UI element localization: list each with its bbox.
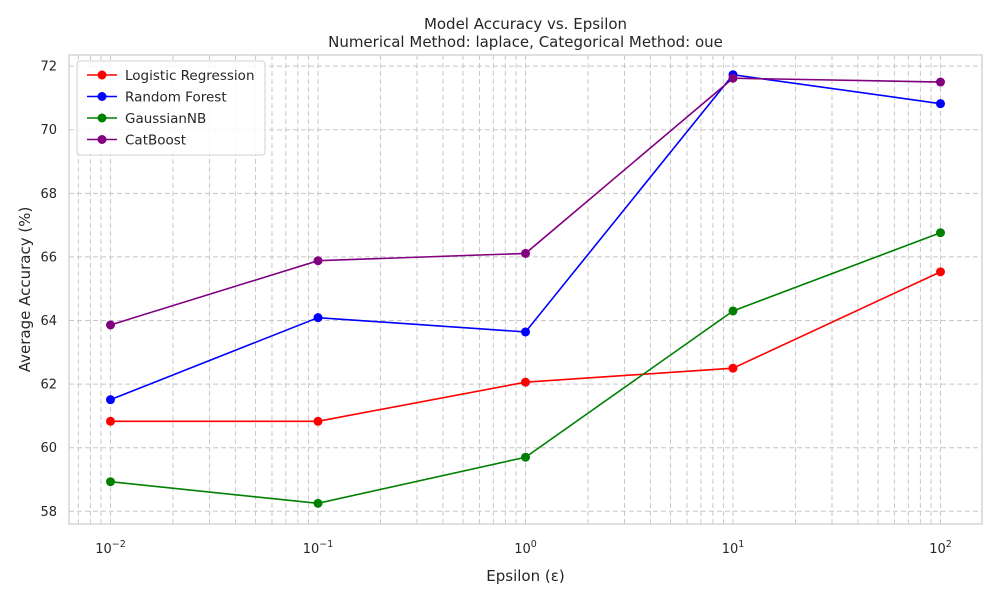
legend-label-random-forest: Random Forest (125, 90, 227, 106)
series-layer (106, 70, 945, 508)
legend-swatch-marker-logistic-regression (97, 70, 107, 80)
legend: Logistic Regression Random Forest Gaussian… (76, 60, 266, 156)
data-point-gaussiannb (521, 452, 530, 462)
data-point-random-forest (936, 99, 945, 109)
data-point-catboost (106, 320, 115, 330)
data-point-gaussiannb (313, 498, 323, 508)
y-tick-label: 58 (40, 505, 57, 520)
data-point-catboost (521, 248, 530, 258)
data-point-logistic-regression (313, 416, 323, 426)
x-tick-label: 10−2 (95, 539, 126, 557)
grid (69, 55, 982, 524)
data-point-logistic-regression (728, 363, 738, 373)
legend-label-logistic-regression: Logistic Regression (125, 68, 255, 84)
data-point-catboost (728, 73, 738, 83)
plot-area-frame (68, 54, 983, 525)
y-tick-label: 72 (40, 60, 57, 75)
data-point-gaussiannb (936, 228, 945, 238)
x-tick-label: 102 (929, 539, 952, 557)
data-point-random-forest (521, 327, 530, 337)
y-axis-label: Average Accuracy (%) (16, 207, 34, 373)
data-point-gaussiannb (728, 306, 738, 316)
y-tick-label: 64 (40, 314, 57, 329)
data-point-logistic-regression (106, 416, 115, 426)
chart-title: Model Accuracy vs. Epsilon (424, 15, 627, 33)
data-point-catboost (313, 256, 323, 266)
x-tick-label: 101 (722, 539, 745, 557)
x-axis-label: Epsilon (ε) (486, 567, 564, 585)
x-tick-label: 10−1 (303, 539, 334, 557)
y-tick-label: 66 (40, 250, 57, 265)
y-tick-label: 60 (40, 441, 57, 456)
legend-label-catboost: CatBoost (125, 133, 186, 149)
x-tick-label: 100 (514, 539, 537, 557)
tick-labels: 58 60 62 64 66 68 70 72 10−2 10−1 100 101 102 (40, 60, 951, 557)
legend-swatch-marker-gaussiannb (97, 113, 107, 123)
legend-frame (76, 60, 266, 156)
y-tick-label: 70 (40, 123, 57, 138)
data-point-logistic-regression (936, 267, 945, 277)
data-point-random-forest (313, 313, 323, 323)
y-tick-label: 62 (40, 378, 57, 393)
legend-swatch-marker-catboost (97, 135, 107, 144)
legend-label-gaussiannb: GaussianNB (125, 111, 206, 127)
chart-subtitle: Numerical Method: laplace, Categorical M… (328, 33, 723, 51)
y-tick-label: 68 (40, 187, 57, 202)
data-point-catboost (936, 77, 945, 87)
data-point-gaussiannb (106, 477, 115, 487)
data-point-logistic-regression (521, 377, 530, 387)
data-point-random-forest (106, 395, 115, 405)
legend-swatch-marker-random-forest (97, 92, 107, 101)
